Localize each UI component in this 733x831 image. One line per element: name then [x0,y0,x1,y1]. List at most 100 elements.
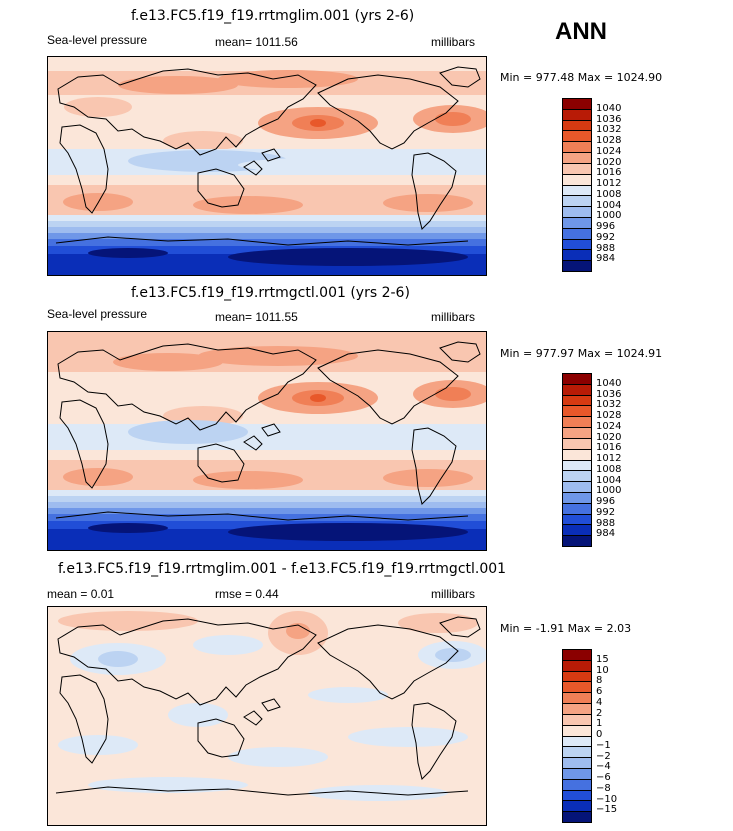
panel-1-level-label: 1004 [596,199,622,211]
panel-2-swatch [563,417,591,429]
panel-3-swatch [563,801,591,813]
panel-2-level-label: 984 [596,528,616,540]
panel-2-swatch [563,438,591,450]
panel-3-swatch [563,714,591,726]
panel-2-level-label: 1000 [596,485,622,497]
panel-3-swatch [563,758,591,769]
panel-2-swatch [563,525,591,537]
season-label: ANN [555,18,607,45]
panel-3-level-label: 10 [596,664,609,676]
panel-3-title: f.e13.FC5.f19_f19.rrtmglim.001 - f.e13.F… [58,561,507,577]
panel-1-swatch [563,217,591,229]
panel-1-level-label: 1016 [596,167,622,179]
panel-3-level-label: −1 [596,739,611,751]
panel-3-swatch [563,790,591,802]
panel-3-level-label: −8 [596,782,611,794]
panel-1-swatch [563,250,591,262]
panel-1-swatch [563,174,591,186]
panel-2-level-label: 1016 [596,442,622,454]
panel-2-swatch [563,514,591,526]
panel-2-level-label: 1020 [596,431,622,443]
panel-1-swatch [563,99,591,110]
panel-1-variable-label: Sea-level pressure [47,33,148,47]
panel-1-swatch [563,142,591,154]
panel-3-level-label: −4 [596,761,611,773]
panel-1-units-label: millibars [431,35,476,49]
panel-3-level-label: 1 [596,718,603,730]
panel-1-swatch [563,228,591,240]
panel-2-level-label: 988 [596,517,616,529]
panel-3-units-label: millibars [431,587,476,601]
panel-2-swatch [563,406,591,418]
panel-1-level-label: 1008 [596,188,622,200]
panel-3-swatch [563,682,591,694]
panel-1-level-label: 996 [596,221,616,232]
panel-3-map [47,606,487,826]
panel-1-level-label: 1040 [596,102,622,114]
panel-1-colorbar [562,98,592,272]
panel-2-variable-label: Sea-level pressure [47,307,148,321]
panel-2-level-label: 992 [596,506,616,518]
panel-3-level-label: 0 [596,729,603,740]
panel-1-map-plot [48,57,486,275]
panel-1-level-label: 988 [596,242,616,254]
panel-1-swatch [563,261,591,271]
panel-3-level-label: 8 [596,675,603,687]
panel-2-swatch [563,384,591,396]
panel-2-units-label: millibars [431,310,476,324]
panel-2-swatch [563,471,591,483]
panel-1-swatch [563,109,591,121]
panel-3-swatch [563,660,591,672]
panel-2-level-label: 1032 [596,399,622,411]
panel-2-mean-label: mean= 1011.55 [215,310,298,324]
panel-2-level-label: 1008 [596,463,622,475]
panel-1-level-label: 1000 [596,210,622,222]
panel-3-swatch [563,671,591,683]
panel-1-swatch [563,120,591,132]
panel-2-swatch [563,449,591,461]
panel-2-level-label: 1036 [596,388,622,400]
panel-1-swatch [563,185,591,197]
panel-3-swatch [563,650,591,661]
panel-3-map-plot [48,607,486,825]
panel-2-swatch [563,460,591,472]
panel-3-swatch [563,693,591,705]
panel-2-swatch [563,395,591,407]
panel-1-swatch [563,207,591,218]
panel-3-colorbar [562,649,592,823]
panel-3-swatch [563,736,591,748]
panel-3-swatch [563,747,591,759]
panel-1-map [47,56,487,276]
panel-2-level-label: 1028 [596,410,622,421]
panel-2-swatch [563,428,591,439]
panel-2-swatch [563,374,591,385]
panel-2-swatch [563,492,591,504]
panel-2-swatch [563,503,591,515]
panel-2-swatch [563,482,591,493]
panel-1-level-label: 1024 [596,145,622,157]
panel-1-minmax: Min = 977.48 Max = 1024.90 [500,71,663,84]
panel-2-title: f.e13.FC5.f19_f19.rrtmgctl.001 (yrs 2-6) [131,285,410,301]
panel-2-swatch [563,536,591,546]
panel-3-level-label: −2 [596,750,611,762]
panel-2-map-plot [48,332,486,550]
panel-1-mean-label: mean= 1011.56 [215,35,298,49]
panel-1-swatch [563,239,591,251]
panel-2-level-label: 1012 [596,453,622,464]
panel-3-swatch [563,779,591,791]
panel-3-swatch [563,768,591,780]
panel-3-swatch [563,812,591,822]
panel-3-level-label: −10 [596,793,618,805]
panel-3-level-label: 4 [596,696,603,708]
panel-2-colorbar [562,373,592,547]
panel-3-level-label: −15 [596,804,618,816]
panel-3-mean-label: mean = 0.01 [47,587,115,601]
panel-2-minmax: Min = 977.97 Max = 1024.91 [500,347,663,360]
panel-2-level-label: 1024 [596,420,622,432]
panel-2-map [47,331,487,551]
panel-1-level-label: 1028 [596,135,622,146]
panel-1-title: f.e13.FC5.f19_f19.rrtmglim.001 (yrs 2-6) [131,8,415,24]
panel-1-level-label: 1020 [596,156,622,168]
panel-3-level-label: 2 [596,707,603,719]
panel-1-swatch [563,131,591,143]
